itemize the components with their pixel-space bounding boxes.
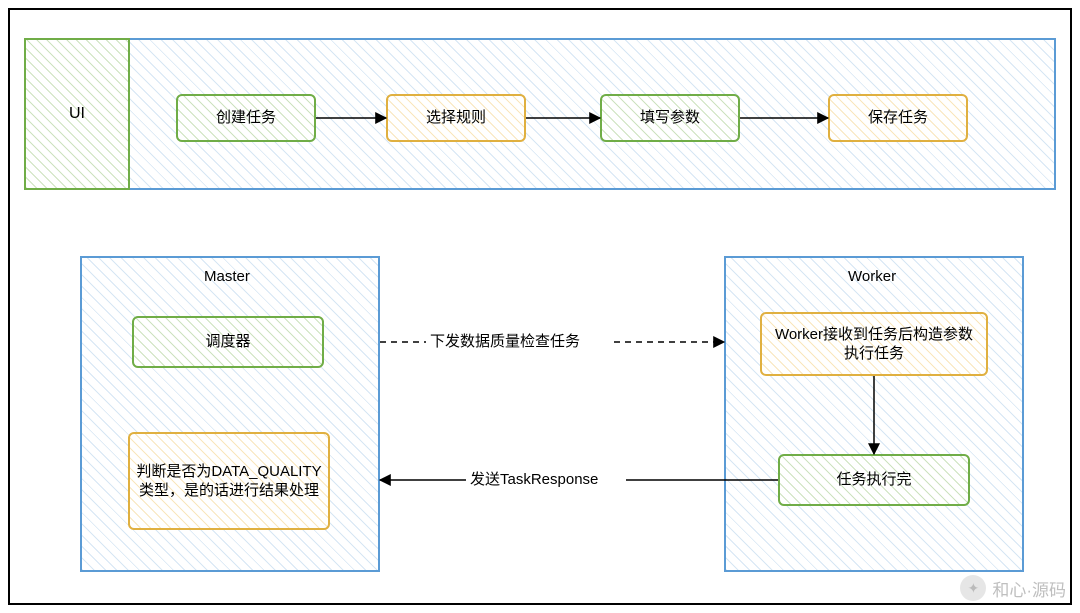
node-label: Worker接收到任务后构造参数执行任务 [768,325,980,364]
node-task-done: 任务执行完 [778,454,970,506]
node-label: 任务执行完 [836,470,911,490]
worker-title: Worker [846,268,898,285]
node-label: 创建任务 [216,108,276,128]
node-save-task: 保存任务 [828,94,968,142]
ui-sidebar-label: UI [69,105,85,123]
node-create-task: 创建任务 [176,94,316,142]
ui-sidebar: UI [24,38,130,190]
watermark-text: 和心·源码 [992,576,1066,601]
node-label: 填写参数 [640,108,700,128]
edge-label-dispatch: 下发数据质量检查任务 [428,330,582,351]
node-label: 选择规则 [426,108,486,128]
node-select-rule: 选择规则 [386,94,526,142]
node-scheduler: 调度器 [132,316,324,368]
watermark-icon: ✦ [960,575,986,601]
node-label: 调度器 [205,332,250,352]
edge-label-response: 发送TaskResponse [468,468,600,489]
watermark: ✦ 和心·源码 [960,575,1066,601]
node-judge-dq: 判断是否为DATA_QUALITY类型，是的话进行结果处理 [128,432,330,530]
master-title: Master [202,268,252,285]
node-label: 判断是否为DATA_QUALITY类型，是的话进行结果处理 [136,462,322,501]
node-fill-params: 填写参数 [600,94,740,142]
node-label: 保存任务 [868,108,928,128]
node-worker-recv: Worker接收到任务后构造参数执行任务 [760,312,988,376]
worker-container [724,256,1024,572]
